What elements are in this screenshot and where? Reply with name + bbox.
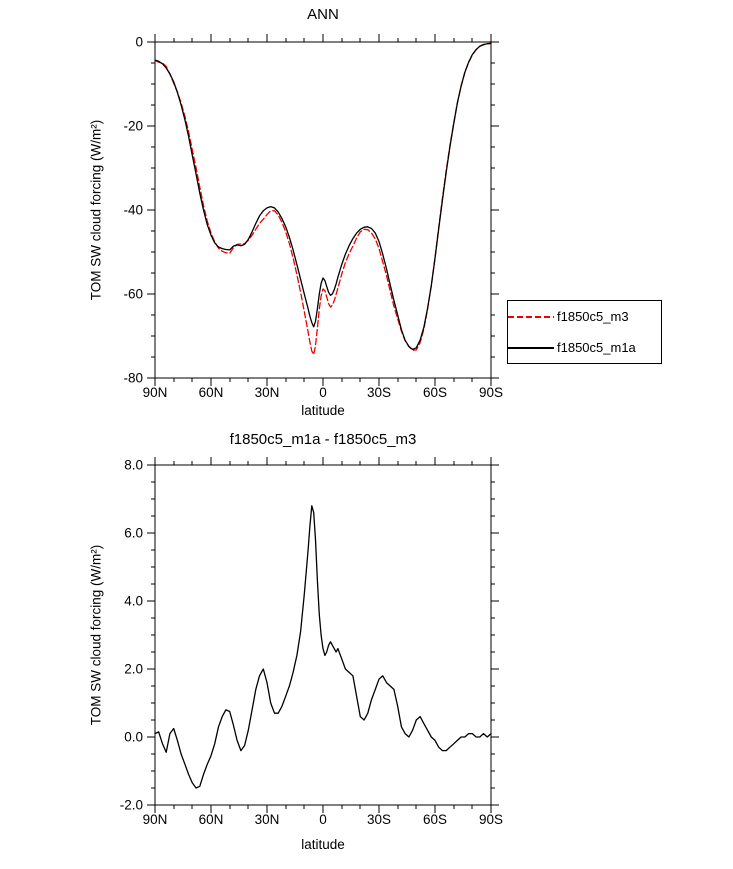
legend-entry-m3: f1850c5_m3	[508, 302, 661, 332]
series-line-f1850c5-m1a-f1850c5-m3	[154, 505, 492, 789]
y-tick-label: 6.0	[124, 526, 143, 541]
series-line-f1850c5-m3	[154, 43, 492, 356]
series-line-f1850c5-m1a	[154, 42, 492, 351]
legend-entry-m1a: f1850c5_m1a	[508, 333, 661, 363]
legend-label-m1a: f1850c5_m1a	[557, 340, 636, 355]
y-tick-label: 2.0	[124, 662, 143, 677]
x-tick-label: 30N	[255, 385, 280, 400]
x-tick-label: 30N	[255, 812, 280, 827]
y-tick-label: 0.0	[124, 730, 143, 745]
y-tick-label: 8.0	[124, 458, 143, 473]
difference-chart-title: f1850c5_m1a - f1850c5_m3	[229, 431, 417, 448]
y-tick-label: -60	[123, 287, 143, 302]
x-tick-label: 60S	[423, 812, 447, 827]
y-tick-label: 0	[135, 35, 143, 50]
x-tick-label: 60N	[199, 812, 224, 827]
black-solid-line-sample-icon	[508, 346, 554, 349]
difference-chart-plot: 90N 60N 30N 0 30S 60S 90S 8.0 6.0 4.0 2.0 0.0 -2.0	[120, 457, 503, 827]
difference-chart-x-axis-label: latitude	[301, 837, 345, 852]
ann-chart-plot: 90N 60N 30N 0 30S 60S 90S 0 -20 -40 -60 -80	[123, 34, 503, 400]
x-tick-label: 0	[319, 812, 327, 827]
legend: f1850c5_m3 f1850c5_m1a	[507, 300, 662, 364]
y-tick-label: 4.0	[124, 594, 143, 609]
legend-label-m3: f1850c5_m3	[557, 309, 629, 324]
x-tick-label: 30S	[367, 385, 391, 400]
x-tick-label: 90S	[479, 385, 503, 400]
y-tick-label: -40	[123, 203, 143, 218]
ann-chart-x-axis-label: latitude	[301, 403, 345, 418]
plot-frame	[154, 464, 492, 806]
y-tick-label: -20	[123, 119, 143, 134]
x-tick-label: 90N	[143, 385, 168, 400]
y-tick-label: -2.0	[120, 798, 143, 813]
y-tick-label: -80	[123, 371, 143, 386]
x-tick-label: 0	[319, 385, 327, 400]
red-dashed-line-sample-icon	[508, 315, 554, 318]
x-tick-label: 60N	[199, 385, 224, 400]
ann-chart-title: ANN	[307, 6, 339, 23]
x-tick-label: 90N	[143, 812, 168, 827]
x-tick-label: 90S	[479, 812, 503, 827]
x-tick-label: 30S	[367, 812, 391, 827]
x-tick-label: 60S	[423, 385, 447, 400]
